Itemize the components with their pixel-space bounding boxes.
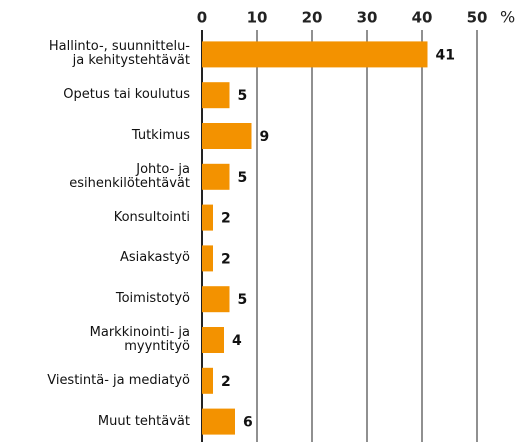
- bar: [202, 123, 252, 149]
- x-tick-label: 0: [197, 9, 207, 27]
- bar: [202, 204, 213, 231]
- x-tick-label: 40: [412, 9, 433, 27]
- y-tick-label: Hallinto-, suunnittelu- ja kehitystehtäv…: [48, 39, 190, 69]
- y-tick-label: Opetus tai koulutus: [63, 87, 190, 103]
- value-label: 2: [221, 211, 231, 227]
- value-label: 5: [238, 88, 248, 104]
- value-label: 5: [238, 170, 248, 186]
- y-tick-label: Viestintä- ja mediatyö: [47, 372, 190, 388]
- x-tick-label: 50: [467, 9, 488, 27]
- bar: [202, 286, 230, 313]
- bar: [202, 41, 428, 68]
- y-tick-label: Johto- ja esihenkilötehtävät: [69, 161, 190, 191]
- bar: [202, 82, 230, 109]
- value-label: 4: [232, 333, 242, 349]
- value-label: 41: [436, 47, 455, 63]
- unit-label: %: [500, 8, 515, 27]
- y-tick-label: Muut tehtävät: [97, 413, 190, 429]
- y-tick-label: Tutkimus: [131, 128, 190, 143]
- y-tick-label: Konsultointi: [113, 209, 190, 225]
- x-tick-label: 20: [302, 9, 323, 27]
- bar: [202, 163, 230, 190]
- bar: [202, 408, 235, 435]
- bar: [202, 245, 213, 272]
- x-tick-label: 10: [247, 9, 268, 27]
- value-label: 9: [260, 129, 270, 145]
- x-tick-label: 30: [357, 9, 378, 27]
- value-label: 2: [221, 374, 231, 390]
- value-label: 6: [243, 415, 253, 431]
- bar: [202, 327, 224, 353]
- y-tick-label: Asiakastyö: [119, 250, 190, 266]
- bar: [202, 367, 213, 394]
- value-label: 2: [221, 251, 231, 267]
- value-label: 5: [238, 292, 248, 308]
- y-tick-label: Markkinointi- ja myyntityö: [89, 325, 190, 354]
- y-tick-label: Toimistotyö: [115, 291, 190, 307]
